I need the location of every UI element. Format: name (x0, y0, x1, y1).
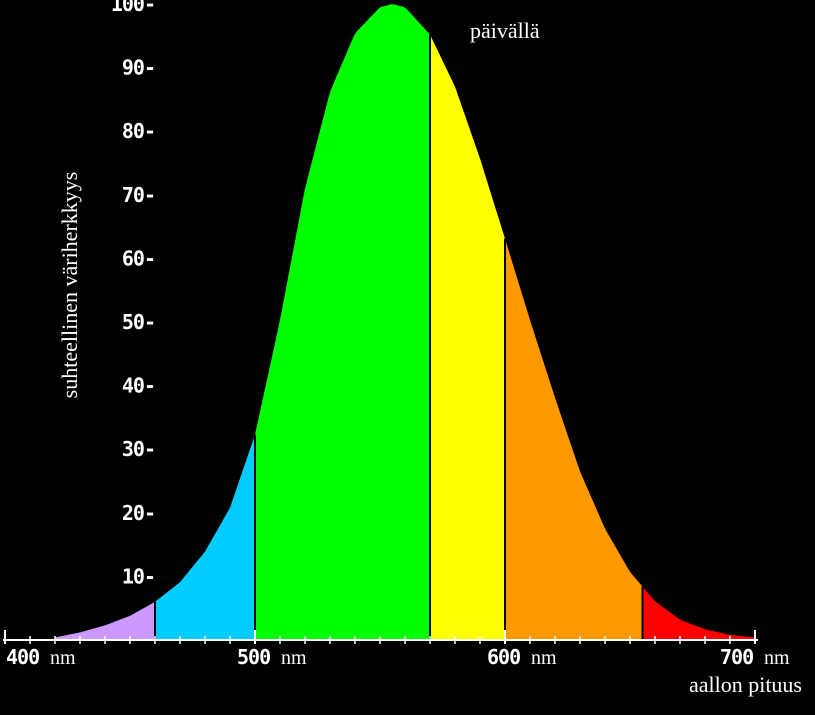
y-tick-label: 80- (122, 119, 155, 143)
band-dividers (154, 34, 644, 640)
band-2 (255, 4, 430, 641)
y-tick-label: 60- (122, 246, 155, 270)
y-tick-label: 90- (122, 56, 155, 80)
x-tick-number: 400 (6, 645, 39, 669)
y-tick-label: 100- (111, 0, 155, 16)
x-tick-number: 700 (720, 645, 753, 669)
axes: 400 nm 500 nm 600 nm 700 nm 10- 20- 30- 40- 50- 60- 70… (3, 0, 790, 669)
chart-title: päivällä (470, 18, 540, 43)
band-5 (642, 586, 755, 640)
band-0 (55, 601, 155, 640)
y-tick-label: 20- (122, 501, 155, 525)
y-tick-label: 70- (122, 183, 155, 207)
color-bands (55, 4, 755, 641)
x-tick-number: 600 (487, 645, 520, 669)
x-axis-label: aallon pituus (689, 672, 802, 697)
band-1 (155, 434, 255, 640)
y-tick-label: 30- (122, 437, 155, 461)
y-tick-label: 10- (122, 564, 155, 588)
band-3 (430, 34, 505, 640)
x-tick-unit: nm (531, 647, 557, 669)
x-tick-unit: nm (764, 647, 790, 669)
y-tick-label: 40- (122, 374, 155, 398)
x-tick-unit: nm (50, 647, 76, 669)
y-axis-label: suhteellinen väriherkkyys (57, 172, 82, 399)
x-tick-unit: nm (281, 647, 307, 669)
x-tick-number: 500 (237, 645, 270, 669)
band-4 (505, 238, 643, 640)
y-tick-label: 50- (122, 310, 155, 334)
